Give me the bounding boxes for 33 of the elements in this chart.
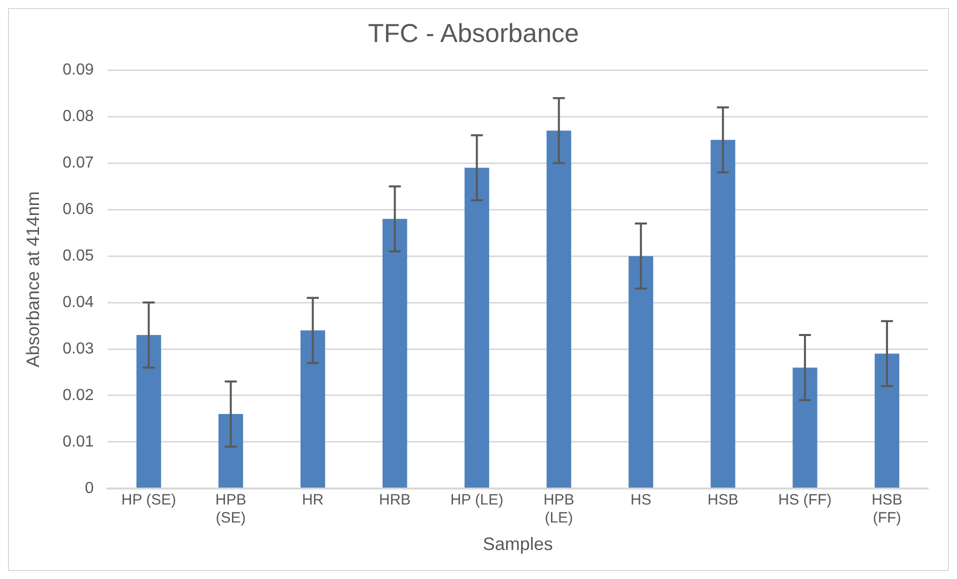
y-tick-label: 0.06: [62, 201, 94, 218]
x-tick-label: HS (FF): [778, 492, 832, 509]
bar: [300, 330, 326, 488]
x-tick-label: HPB (LE): [543, 492, 574, 527]
y-tick-label: 0.02: [62, 386, 94, 404]
bar: [710, 140, 736, 488]
y-tick-label: 0.08: [62, 108, 94, 126]
x-tick-label: HSB: [708, 492, 738, 509]
y-tick-label: 0.09: [62, 62, 94, 79]
x-tick-label: HP (LE): [450, 492, 504, 509]
x-tick-label: HP (SE): [121, 492, 176, 509]
bar: [874, 354, 900, 488]
y-tick-label: 0.05: [62, 247, 94, 264]
x-tick-label: HR: [302, 492, 324, 509]
y-tick-label: 0: [84, 480, 94, 497]
bar: [628, 256, 654, 488]
x-tick-label: HSB (FF): [872, 492, 902, 527]
y-tick-label: 0.01: [62, 433, 94, 450]
x-tick-label: HRB: [378, 492, 411, 509]
x-tick-label: HPB (SE): [215, 492, 246, 527]
x-axis-title: Samples: [482, 534, 553, 554]
bar: [136, 335, 162, 488]
bar: [382, 218, 408, 488]
bar: [546, 130, 572, 488]
x-tick-label: HS: [630, 492, 652, 509]
y-tick-label: 0.07: [62, 154, 94, 172]
chart-title: TFC - Absorbance: [368, 18, 579, 48]
bar: [464, 168, 490, 488]
bar: [218, 414, 244, 488]
y-tick-label: 0.04: [62, 294, 94, 311]
bar: [792, 368, 818, 488]
y-tick-label: 0.03: [62, 340, 94, 358]
y-axis-title: Absorbance at 414nm: [22, 191, 43, 368]
